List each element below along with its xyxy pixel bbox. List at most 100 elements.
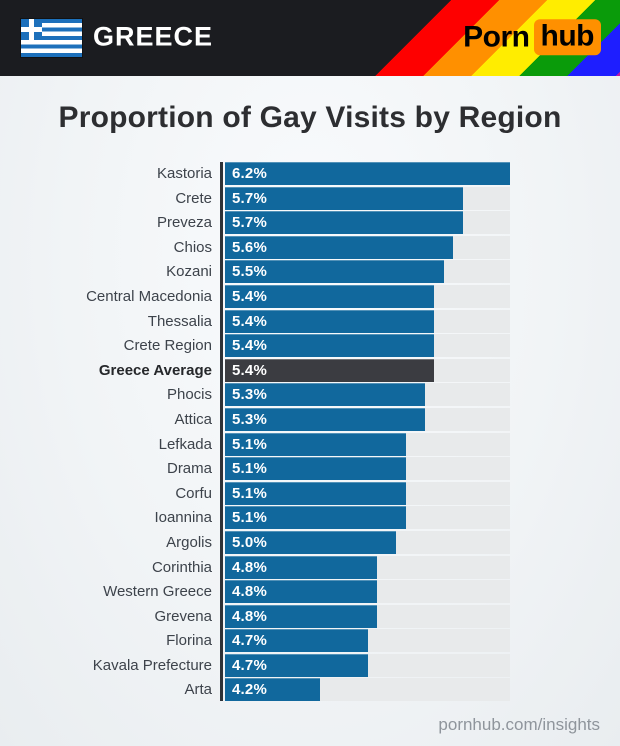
chart-row: Central Macedonia 5.4%: [0, 284, 620, 308]
bar-track: 5.0%: [225, 530, 510, 554]
chart-row: Ioannina 5.1%: [0, 506, 620, 530]
header-banner: GREECE Porn hub: [0, 0, 620, 76]
bar: 5.1%: [225, 457, 406, 481]
bar-value-label: 5.1%: [232, 435, 267, 453]
bar-value-label: 4.7%: [232, 632, 267, 650]
bar-track: 4.7%: [225, 653, 510, 677]
row-label: Preveza: [156, 214, 212, 232]
bar-value-label: 5.3%: [232, 386, 267, 404]
row-label: Kavala Prefecture: [92, 656, 212, 674]
bar-value-label: 5.3%: [232, 410, 267, 428]
row-label: Thessalia: [147, 312, 212, 330]
bar-track: 4.8%: [225, 555, 510, 579]
chart-axis-line: [220, 162, 223, 702]
row-label: Kastoria: [156, 165, 212, 182]
row-label: Chios: [173, 238, 212, 256]
bar-value-label: 5.4%: [232, 287, 267, 305]
bar-value-label: 5.4%: [232, 361, 267, 379]
bar: 6.2%: [225, 162, 510, 185]
chart-row: Kastoria 6.2%: [0, 162, 620, 185]
bar: 4.8%: [225, 604, 377, 628]
bar-track: 4.7%: [225, 629, 510, 653]
bar-value-label: 5.1%: [232, 460, 267, 478]
bar-value-label: 5.4%: [232, 312, 267, 330]
bar: 5.1%: [225, 506, 406, 530]
bar: 4.7%: [225, 653, 368, 677]
chart-row: Preveza 5.7%: [0, 211, 620, 235]
chart-row: Crete Region 5.4%: [0, 334, 620, 358]
bar-value-label: 5.6%: [232, 238, 267, 256]
bar-track: 5.3%: [225, 383, 510, 407]
chart-row: Arta 4.2%: [0, 678, 620, 702]
bar-track: 5.7%: [225, 186, 510, 210]
bar-track: 5.4%: [225, 284, 510, 308]
chart-row: Corfu 5.1%: [0, 481, 620, 505]
bar: 5.4%: [225, 309, 434, 333]
row-label: Crete Region: [123, 337, 212, 355]
bar: 5.6%: [225, 235, 453, 259]
row-label: Corinthia: [151, 558, 212, 576]
chart-row: Phocis 5.3%: [0, 383, 620, 407]
bar-value-label: 5.7%: [232, 189, 267, 207]
chart-row: Grevena 4.8%: [0, 604, 620, 628]
row-label: Greece Average: [98, 361, 212, 379]
row-label: Lefkada: [158, 435, 212, 453]
row-label: Ioannina: [154, 509, 212, 527]
row-label: Attica: [174, 410, 212, 428]
bar: 5.3%: [225, 383, 425, 407]
bar-track: 5.6%: [225, 235, 510, 259]
bar-value-label: 5.1%: [232, 484, 267, 502]
row-label: Corfu: [175, 484, 212, 502]
row-label: Arta: [184, 681, 212, 699]
greece-flag-icon: [21, 19, 82, 57]
bar-value-label: 5.7%: [232, 214, 267, 232]
bar-track: 5.4%: [225, 358, 510, 382]
bar: 4.7%: [225, 629, 368, 653]
chart-row: Drama 5.1%: [0, 457, 620, 481]
average-bar: 5.4%: [225, 358, 434, 382]
bar: 4.8%: [225, 580, 377, 604]
pornhub-logo: Porn hub: [463, 19, 601, 56]
bar-track: 5.1%: [225, 506, 510, 530]
bar-chart: Kastoria 6.2% Crete 5.7% Preveza 5.7% Chios 5.6…: [0, 162, 620, 702]
row-label: Kozani: [166, 263, 212, 281]
country-label: GREECE: [93, 21, 214, 52]
bar-track: 5.7%: [225, 211, 510, 235]
row-label: Western Greece: [103, 583, 212, 601]
bar-track: 5.1%: [225, 481, 510, 505]
bar: 5.4%: [225, 284, 434, 308]
bar-value-label: 4.8%: [232, 607, 267, 625]
bar-value-label: 5.4%: [232, 337, 267, 355]
bar: 4.8%: [225, 555, 377, 579]
row-label: Drama: [166, 460, 212, 478]
bar-track: 5.1%: [225, 457, 510, 481]
chart-title: Proportion of Gay Visits by Region: [58, 101, 562, 134]
bar-track: 5.3%: [225, 407, 510, 431]
chart-row: Florina 4.7%: [0, 629, 620, 653]
bar-value-label: 5.5%: [232, 263, 267, 281]
bar: 5.0%: [225, 530, 396, 554]
chart-row: Kavala Prefecture 4.7%: [0, 653, 620, 677]
bar-track: 5.4%: [225, 334, 510, 358]
bar-track: 4.2%: [225, 678, 510, 702]
bar-track: 5.5%: [225, 260, 510, 284]
bar: 5.3%: [225, 407, 425, 431]
footer-url: pornhub.com/insights: [438, 715, 600, 735]
chart-row: Chios 5.6%: [0, 235, 620, 259]
bar: 5.4%: [225, 334, 434, 358]
flag-canton: [21, 19, 42, 41]
row-label: Crete: [175, 189, 212, 207]
flag-cross-horizontal: [21, 27, 42, 32]
bar: 4.2%: [225, 678, 320, 702]
chart-row: Lefkada 5.1%: [0, 432, 620, 456]
chart-row: Crete 5.7%: [0, 186, 620, 210]
bar-value-label: 6.2%: [232, 165, 267, 182]
bar-track: 6.2%: [225, 162, 510, 185]
bar-track: 5.4%: [225, 309, 510, 333]
bar: 5.5%: [225, 260, 444, 284]
bar: 5.7%: [225, 186, 463, 210]
chart-row: Corinthia 4.8%: [0, 555, 620, 579]
chart-row: Attica 5.3%: [0, 407, 620, 431]
chart-row: Greece Average 5.4%: [0, 358, 620, 382]
row-label: Central Macedonia: [86, 287, 212, 305]
